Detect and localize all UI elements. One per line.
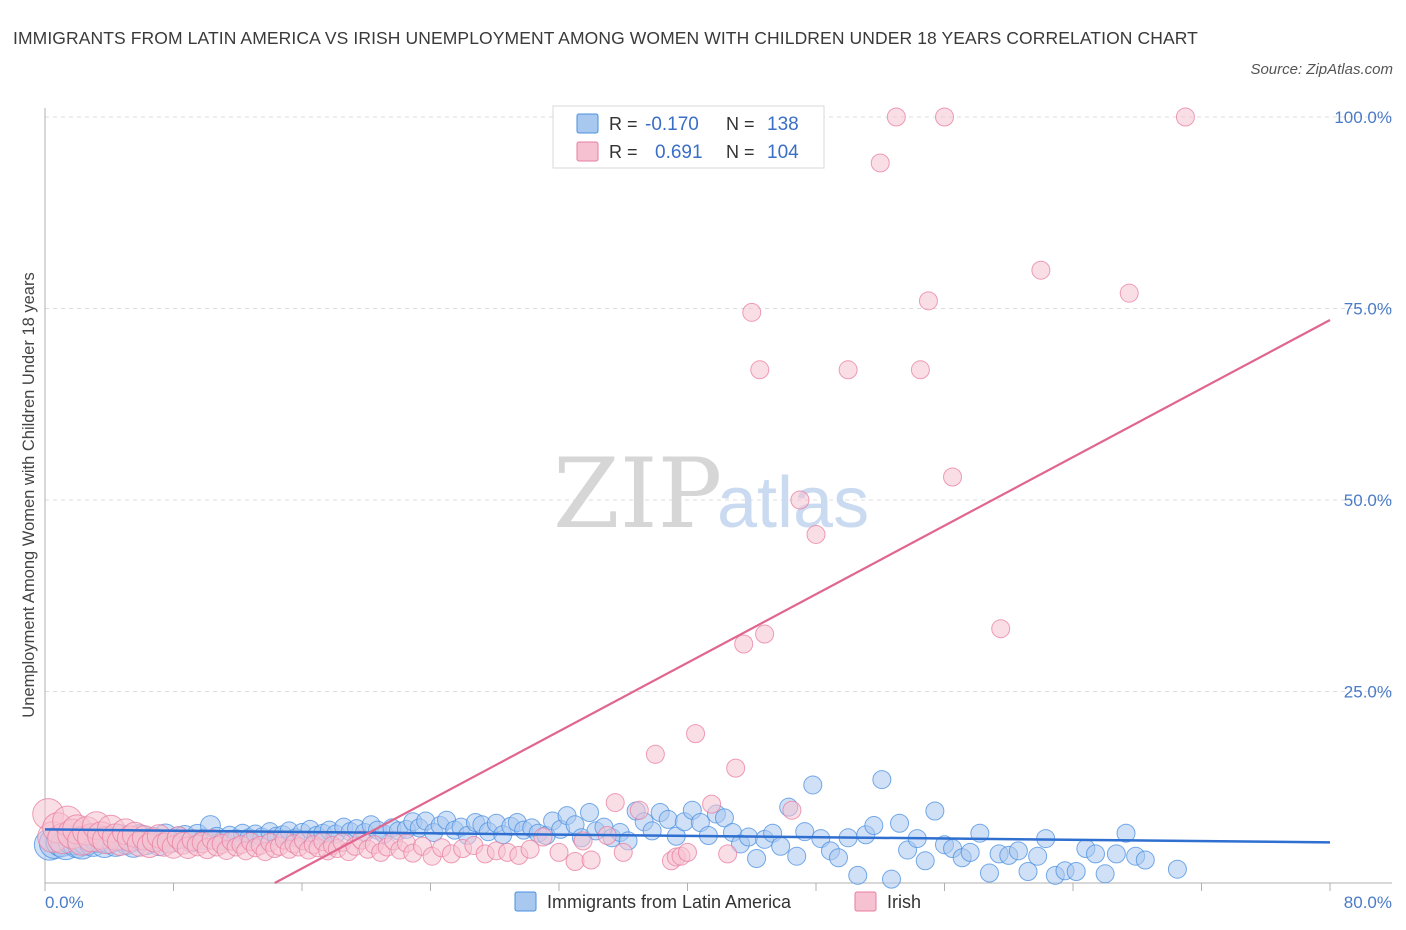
latin-america-point-146: [1135, 850, 1155, 870]
legend-swatch-pink: [576, 141, 599, 162]
latin-america-point-82: [580, 803, 600, 823]
irish-point-103: [742, 302, 762, 322]
irish-point-86: [565, 852, 585, 872]
irish-point-91: [613, 842, 633, 862]
latin-america-point-119: [881, 869, 901, 889]
legend-r-label-pink: R =: [609, 142, 638, 162]
latin-america-point-141: [1085, 844, 1105, 864]
irish-point-97: [678, 842, 697, 862]
legend-r-value-pink: 0.691: [655, 142, 703, 163]
source-label: Source: ZipAtlas.com: [1250, 61, 1393, 78]
irish-point-114: [918, 291, 938, 311]
latin-america-point-103: [747, 848, 767, 868]
latin-america-point-130: [979, 863, 999, 883]
y-tick-labels: 25.0% 50.0% 75.0% 100.0%: [1334, 108, 1392, 702]
latin-america-point-118: [872, 770, 892, 790]
y-axis-title: Unemployment Among Women with Children U…: [20, 272, 38, 717]
latin-america-point-139: [1066, 862, 1086, 882]
trend-line-irish: [274, 319, 1331, 884]
irish-point-107: [782, 800, 802, 820]
irish-point-119: [1119, 283, 1139, 303]
legend-r-label-blue: R =: [609, 114, 638, 134]
bottom-legend-swatch-pink: [854, 891, 877, 912]
irish-point-99: [702, 794, 722, 814]
irish-point-101: [726, 758, 746, 778]
latin-america-point-144: [1116, 823, 1136, 843]
irish-point-109: [806, 524, 826, 544]
latin-america-point-106: [771, 836, 791, 856]
y-tick-label-1: 50.0%: [1344, 491, 1392, 510]
irish-point-93: [645, 744, 665, 764]
correlation-legend: R = -0.170 N = 138 R = 0.691 N = 104: [552, 105, 825, 169]
irish-point-84: [533, 827, 553, 847]
irish-point-98: [686, 724, 706, 744]
x-tick-labels: 0.0% 80.0%: [45, 893, 1392, 912]
legend-n-value-blue: 138: [767, 114, 799, 135]
legend-r-value-blue: -0.170: [645, 114, 699, 135]
axes: [44, 108, 1392, 891]
latin-america-point-133: [1008, 841, 1028, 861]
irish-point-104: [750, 360, 770, 380]
irish-point-83: [520, 839, 540, 859]
latin-america-point-115: [848, 865, 868, 885]
irish-point-117: [991, 619, 1011, 639]
latin-america-point-117: [864, 816, 884, 836]
irish-point-105: [755, 624, 775, 644]
bottom-legend-label-pink: Irish: [887, 892, 921, 912]
bottom-legend-label-blue: Immigrants from Latin America: [547, 892, 792, 912]
latin-america-point-92: [658, 809, 678, 829]
series-legend: Immigrants from Latin America Irish: [514, 891, 921, 912]
latin-america-point-143: [1106, 844, 1126, 864]
irish-point-112: [886, 107, 906, 127]
irish-point-87: [573, 831, 593, 851]
legend-n-label-pink: N =: [726, 142, 755, 162]
irish-point-118: [1031, 260, 1051, 280]
irish-point-90: [605, 793, 625, 813]
latin-america-point-123: [915, 851, 935, 871]
latin-america-point-147: [1167, 859, 1187, 879]
irish-point-108: [790, 490, 810, 510]
latin-america-point-128: [960, 842, 980, 862]
irish-point-111: [870, 153, 890, 173]
irish-point-102: [734, 634, 754, 654]
latin-america-point-110: [803, 775, 823, 795]
latin-america-point-108: [787, 846, 807, 866]
bottom-legend-swatch-blue: [514, 891, 537, 912]
irish-point-85: [549, 842, 569, 862]
y-tick-label-3: 100.0%: [1334, 108, 1392, 127]
irish-point-100: [718, 844, 738, 864]
irish-point-88: [581, 850, 601, 870]
latin-america-point-90: [642, 821, 662, 841]
trend-line-latin-america: [44, 828, 1331, 844]
irish-point-115: [935, 107, 954, 127]
irish-point-92: [629, 800, 649, 820]
latin-america-point-135: [1028, 846, 1048, 866]
latin-america-point-134: [1018, 862, 1038, 882]
legend-swatch-blue: [576, 113, 599, 134]
gridlines: [45, 116, 1392, 692]
latin-america-point-142: [1095, 864, 1115, 884]
latin-america-point-99: [714, 808, 734, 828]
latin-america-point-120: [890, 813, 910, 833]
irish-point-110: [838, 360, 858, 380]
y-tick-label-0: 25.0%: [1344, 683, 1392, 702]
legend-n-value-pink: 104: [767, 142, 799, 163]
irish-point-116: [943, 467, 963, 487]
latin-america-point-113: [828, 848, 848, 868]
series-irish-points: [32, 107, 1195, 872]
x-tick-label-1: 80.0%: [1344, 893, 1392, 912]
latin-america-point-124: [925, 801, 945, 821]
irish-point-120: [1175, 107, 1195, 127]
y-tick-label-2: 75.0%: [1344, 300, 1392, 319]
x-tick-label-0: 0.0%: [45, 893, 84, 912]
watermark-zip: ZIP: [553, 438, 722, 550]
irish-point-113: [910, 360, 930, 380]
legend-n-label-blue: N =: [726, 114, 755, 134]
trend-lines: [44, 319, 1331, 884]
chart-title: IMMIGRANTS FROM LATIN AMERICA VS IRISH U…: [13, 28, 1198, 48]
